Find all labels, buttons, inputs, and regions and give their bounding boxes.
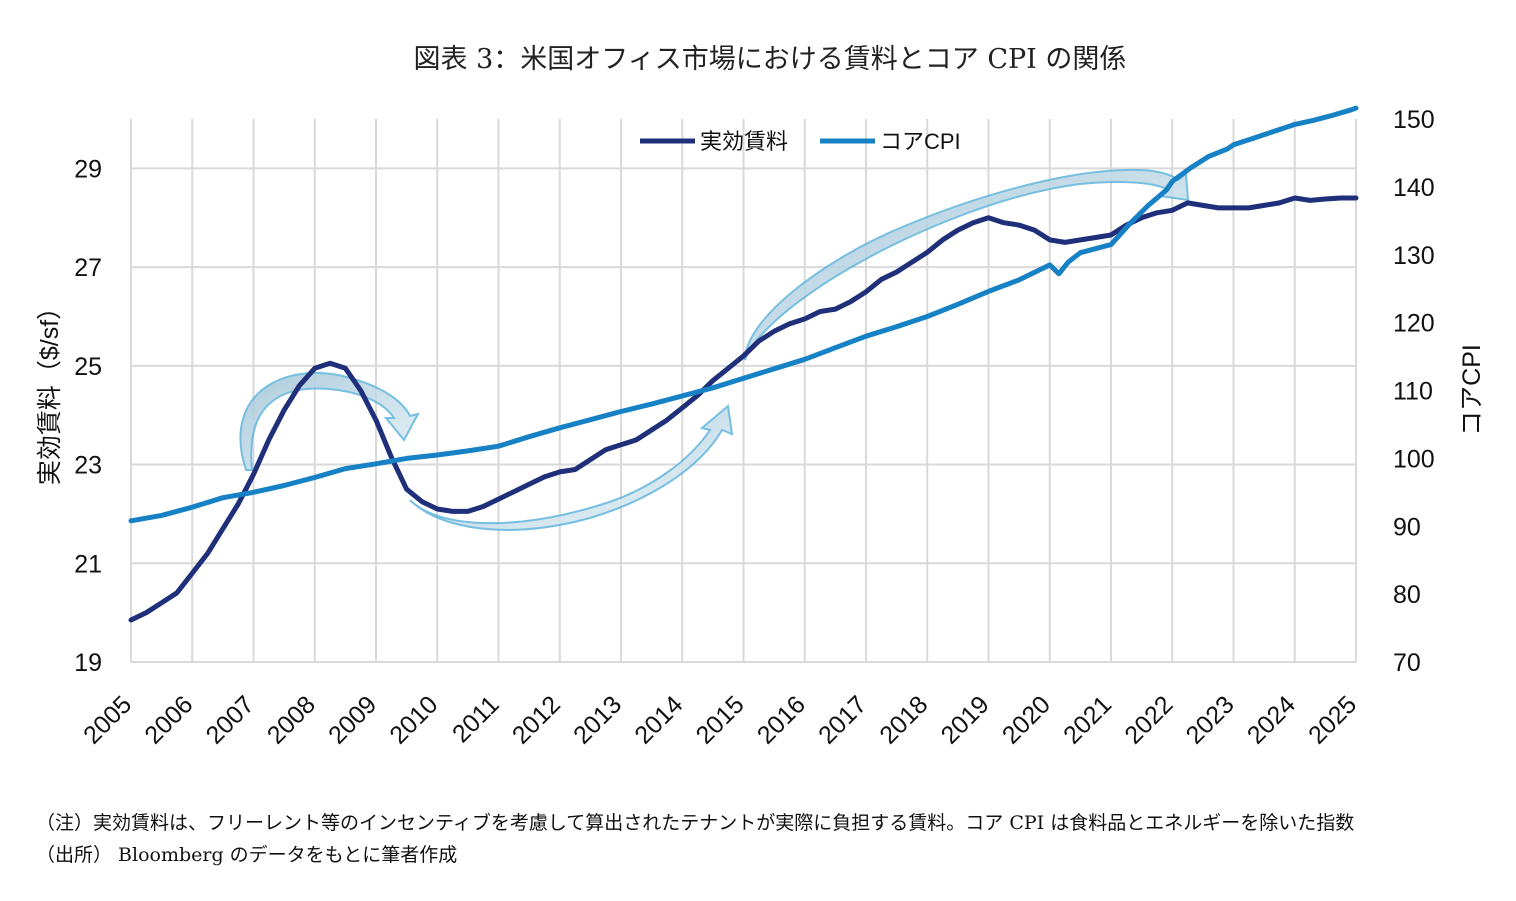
x-tick-label: 2016 bbox=[752, 690, 811, 749]
arrow-2015 bbox=[744, 168, 1190, 361]
y-right-tick-label: 100 bbox=[1393, 445, 1435, 473]
y-axis-left-label: 実効賃料（$/sf） bbox=[36, 295, 64, 485]
x-tick-label: 2020 bbox=[997, 690, 1056, 749]
x-tick-label: 2022 bbox=[1119, 690, 1178, 749]
y-right-tick-label: 150 bbox=[1393, 106, 1435, 134]
y-right-tick-label: 80 bbox=[1393, 581, 1421, 609]
x-tick-label: 2017 bbox=[813, 690, 872, 749]
annotation-arrows bbox=[239, 168, 1190, 531]
x-tick-label: 2015 bbox=[691, 690, 750, 749]
chart-title: 図表 3：米国オフィス市場における賃料とコア CPI の関係 bbox=[414, 44, 1127, 75]
y-left-tick-label: 23 bbox=[74, 452, 102, 480]
y-right-tick-label: 120 bbox=[1393, 310, 1435, 338]
x-tick-label: 2021 bbox=[1058, 690, 1117, 749]
legend-label-rent: 実効賃料 bbox=[700, 129, 788, 154]
y-left-tick-label: 27 bbox=[74, 254, 102, 282]
x-tick-label: 2025 bbox=[1303, 690, 1362, 749]
axes: 2005 2006 2007 2008 2009 2010 2011 2012 2013 2014… bbox=[74, 106, 1435, 750]
y-axis-right-label: コアCPI bbox=[1458, 344, 1486, 436]
y-right-tick-label: 140 bbox=[1393, 174, 1435, 202]
y-right-tick-label: 70 bbox=[1393, 649, 1421, 677]
x-tick-label: 2008 bbox=[262, 690, 321, 749]
series-line-rent bbox=[128, 195, 1359, 623]
y-right-tick-label: 90 bbox=[1393, 513, 1421, 541]
legend: 実効賃料 コアCPI bbox=[640, 129, 961, 154]
y-left-tick-label: 19 bbox=[74, 649, 102, 677]
series-line-core-cpi bbox=[128, 105, 1359, 524]
y-right-tick-label: 110 bbox=[1393, 378, 1433, 406]
x-tick-label: 2014 bbox=[629, 690, 688, 749]
arrow-2008 bbox=[239, 371, 420, 471]
x-tick-label: 2024 bbox=[1242, 690, 1301, 749]
x-tick-label: 2012 bbox=[507, 690, 566, 749]
y-left-tick-label: 29 bbox=[74, 155, 102, 183]
series bbox=[128, 105, 1359, 623]
y-left-tick-label: 25 bbox=[74, 353, 102, 381]
x-tick-label: 2011 bbox=[447, 690, 505, 748]
legend-label-cpi: コアCPI bbox=[880, 129, 961, 154]
note-line-1: （注）実効賃料は、フリーレント等のインセンティブを考慮して算出されたテナントが実… bbox=[36, 812, 1355, 834]
y-right-tick-label: 130 bbox=[1393, 242, 1435, 270]
x-tick-label: 2018 bbox=[874, 690, 933, 749]
y-left-tick-label: 21 bbox=[74, 550, 102, 578]
x-tick-label: 2006 bbox=[139, 690, 198, 749]
x-tick-label: 2023 bbox=[1181, 690, 1240, 749]
note-line-2: （出所） Bloomberg のデータをもとに筆者作成 bbox=[36, 844, 458, 866]
x-tick-label: 2013 bbox=[568, 690, 627, 749]
x-tick-label: 2005 bbox=[78, 690, 137, 749]
x-tick-label: 2007 bbox=[201, 690, 260, 749]
x-tick-label: 2019 bbox=[936, 690, 995, 749]
grid bbox=[130, 119, 1357, 663]
arrow-2010 bbox=[409, 404, 734, 531]
x-tick-label: 2010 bbox=[384, 690, 443, 749]
x-tick-label: 2009 bbox=[323, 690, 382, 749]
